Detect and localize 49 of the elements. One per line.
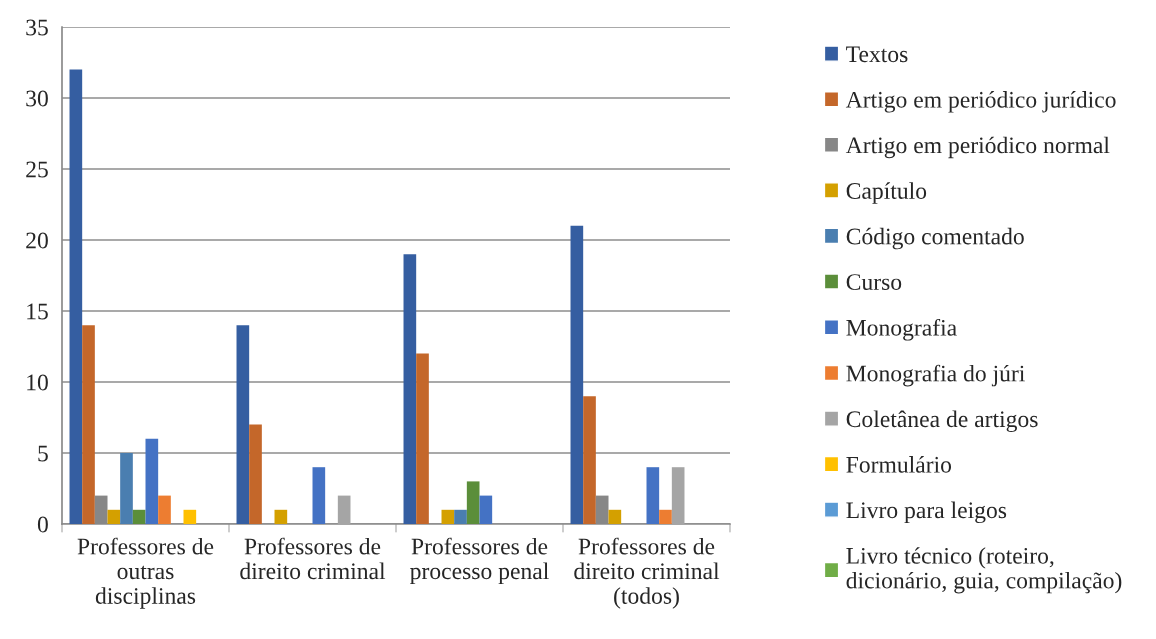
bar — [312, 467, 326, 524]
legend-label: Formulário — [846, 456, 952, 473]
bar — [441, 509, 455, 524]
bar — [158, 495, 171, 524]
bar — [608, 509, 622, 524]
legend-label: Artigo em periódico normal — [845, 136, 1110, 159]
y-tick-label: 20 — [26, 232, 48, 249]
bar — [337, 495, 351, 524]
legend-label: Textos — [846, 46, 908, 63]
legend-label: Livro técnico (roteiro, dicionário, guia, compilação) — [846, 547, 1122, 594]
x-tick-label: Professores de direito criminal (todos) — [574, 537, 720, 609]
bar — [82, 325, 95, 524]
bar — [454, 509, 467, 524]
bar — [466, 481, 480, 524]
legend-label: Capítulo — [846, 182, 927, 204]
y-tick-label: 15 — [27, 303, 48, 320]
bar — [479, 495, 493, 524]
y-tick-label: 25 — [26, 161, 48, 178]
bar — [274, 509, 288, 524]
y-tick-label: 0 — [37, 516, 48, 533]
bar — [145, 438, 159, 524]
legend-label: Curso — [846, 274, 902, 291]
bar — [69, 69, 83, 524]
legend-label: Código comentado — [846, 227, 1024, 250]
legend-label: Monografia — [846, 318, 957, 341]
y-tick-label: 5 — [38, 445, 48, 462]
y-tick-label: 35 — [26, 19, 48, 36]
bar — [236, 325, 250, 524]
bar — [403, 254, 417, 524]
x-tick-label: Professores de direito criminal — [240, 537, 386, 580]
bar — [120, 453, 133, 524]
x-tick-label: Professores de outras disciplinas — [77, 537, 214, 609]
legend-label: Artigo em periódico jurídico — [845, 91, 1116, 113]
bar — [183, 509, 197, 524]
y-tick-label: 10 — [27, 374, 48, 391]
bar — [646, 467, 660, 524]
y-tick-label: 30 — [26, 90, 48, 107]
legend-label: Coletânea de artigos — [846, 410, 1038, 433]
bar — [659, 509, 672, 524]
bar — [132, 509, 146, 524]
legend-label: Livro para leigos — [846, 501, 1007, 524]
legend-label: Monografia do júri — [846, 364, 1025, 387]
bar — [107, 509, 121, 524]
x-tick-label: Professores de processo penal — [410, 537, 549, 584]
bar — [416, 353, 429, 524]
bar — [570, 225, 584, 524]
bar — [583, 396, 596, 524]
bar — [671, 467, 685, 524]
bar — [249, 424, 262, 524]
